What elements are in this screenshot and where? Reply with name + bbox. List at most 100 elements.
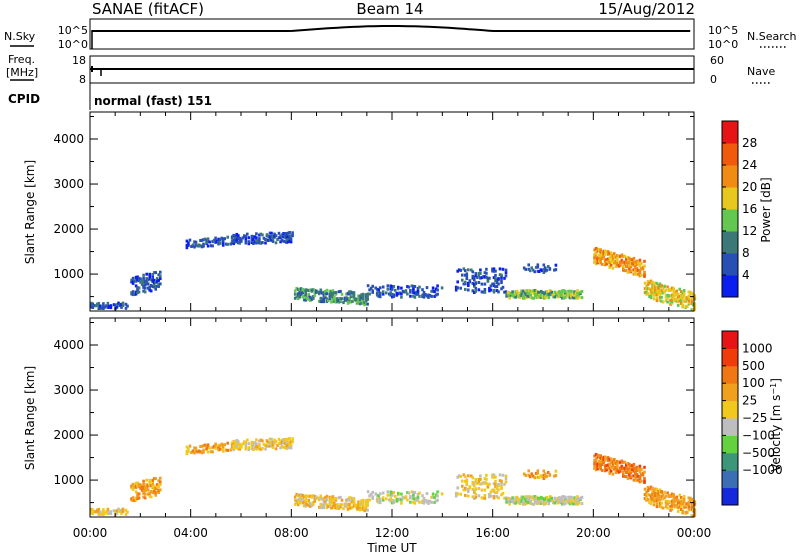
- power-echo-cell: [606, 257, 610, 261]
- velocity-echo-cell: [543, 502, 546, 506]
- power-echo-cell: [348, 300, 351, 304]
- velocity-echo-cell: [364, 505, 368, 509]
- power-echo-cell: [279, 236, 282, 240]
- power-echo-cell: [480, 290, 484, 294]
- velocity-echo-cell: [576, 500, 579, 504]
- power-echo-cell: [597, 259, 601, 263]
- nsky-frame: [89, 18, 695, 50]
- velocity-echo-cell: [304, 494, 307, 498]
- velocity-echo-cell: [660, 501, 663, 505]
- velocity-echo-cell: [298, 499, 301, 503]
- velocity-echo-cell: [654, 499, 657, 503]
- velocity-echo-cell: [456, 492, 459, 496]
- power-echo-cell: [307, 294, 310, 298]
- power-echo-cell: [154, 284, 157, 288]
- power-echo-cell: [533, 270, 536, 274]
- power-echo-cell: [512, 294, 516, 297]
- velocity-echo-cell: [681, 511, 684, 515]
- power-echo-cell: [614, 263, 618, 267]
- velocity-echo-cell: [467, 490, 470, 493]
- power-echo-cell: [530, 290, 534, 293]
- time-axis-label: Time UT: [366, 541, 417, 554]
- velocity-echo-cell: [310, 494, 314, 498]
- velocity-echo-cell: [416, 493, 420, 496]
- nsky-label: N.Sky: [4, 30, 36, 43]
- power-echo-cell: [603, 258, 607, 262]
- velocity-echo-cell: [334, 498, 338, 502]
- power-echo-cell: [482, 275, 485, 279]
- velocity-echo-cell: [159, 488, 162, 492]
- velocity-echo-cell: [388, 498, 391, 502]
- power-echo-cell: [483, 275, 487, 279]
- velocity-echo-cell: [334, 504, 338, 507]
- velocity-echo-cell: [136, 497, 139, 500]
- velocity-echo-cell: [606, 463, 610, 467]
- velocity-echo-cell: [369, 492, 373, 496]
- velocity-echo-cell: [357, 505, 360, 509]
- velocity-echo-cell: [389, 493, 393, 497]
- power-echo-cell: [368, 292, 371, 296]
- velocity-echo-cell: [381, 491, 385, 495]
- velocity-echo-cell: [676, 498, 680, 502]
- power-echo-cell: [646, 279, 650, 283]
- velocity-echo-cell: [488, 495, 491, 499]
- power-echo-cell: [289, 240, 293, 244]
- power-echo-cell: [540, 294, 543, 298]
- power-echo-cell: [655, 299, 659, 303]
- velocity-echo-cell: [637, 474, 640, 478]
- velocity-echo-cell: [611, 459, 615, 463]
- velocity-echo-cell: [413, 491, 417, 494]
- power-echo-cell: [664, 288, 668, 292]
- power-echo-cell: [427, 295, 430, 299]
- velocity-echo-cell: [676, 501, 680, 505]
- power-echo-cell: [422, 290, 426, 294]
- velocity-echo-cell: [544, 472, 547, 476]
- power-echo-cell: [690, 302, 694, 306]
- power-echo-cell: [464, 282, 467, 286]
- power-echo-cell: [605, 250, 608, 254]
- power-echo-cell: [391, 292, 394, 296]
- power-echo-cell: [524, 292, 528, 296]
- velocity-echo-cell: [352, 497, 356, 501]
- power-echo-cell: [533, 291, 537, 295]
- power-echo-cell: [643, 259, 646, 263]
- power-echo-cell: [500, 287, 503, 291]
- power-echo-cell: [134, 290, 138, 294]
- power-echo-cell: [501, 285, 505, 289]
- velocity-echo-cell: [374, 492, 377, 496]
- velocity-echo-cell: [456, 486, 459, 490]
- velocity-echo-cell: [264, 447, 267, 451]
- power-echo-cell: [307, 292, 310, 296]
- power-echo-cell: [483, 290, 487, 294]
- power-echo-cell: [462, 282, 466, 286]
- power-echo-cell: [409, 290, 412, 294]
- power-echo-cell: [681, 303, 684, 307]
- power-echo-cell: [561, 293, 564, 297]
- velocity-echo-cell: [159, 483, 162, 487]
- power-echo-cell: [652, 286, 656, 290]
- power-echo-cell: [672, 292, 675, 296]
- velocity-echo-cell: [628, 473, 631, 477]
- velocity-echo-cell: [603, 455, 607, 459]
- power-echo-cell: [366, 302, 369, 306]
- velocity-echo-cell: [324, 496, 327, 500]
- velocity-echo-cell: [364, 508, 368, 512]
- power-echo-cell: [339, 297, 342, 301]
- velocity-echo-cell: [433, 496, 436, 500]
- velocity-echo-cell: [599, 456, 602, 460]
- velocity-echo-cell: [389, 497, 393, 501]
- velocity-echo-cell: [299, 496, 303, 500]
- power-echo-cell: [500, 275, 503, 279]
- time-tick-label-5: 20:00: [576, 526, 611, 540]
- power-echo-cell: [267, 238, 270, 242]
- velocity-echo-cell: [348, 502, 351, 506]
- power-echo-cell: [631, 258, 634, 262]
- power-echo-cell: [410, 284, 414, 288]
- velocity-echo-cell: [307, 500, 310, 504]
- velocity-echo-cell: [358, 500, 362, 504]
- power-echo-cell: [611, 253, 615, 257]
- velocity-echo-cell: [461, 479, 464, 483]
- velocity-echo-cell: [614, 465, 618, 469]
- velocity-echo-cell: [289, 446, 293, 450]
- power-echo-cell: [378, 291, 382, 295]
